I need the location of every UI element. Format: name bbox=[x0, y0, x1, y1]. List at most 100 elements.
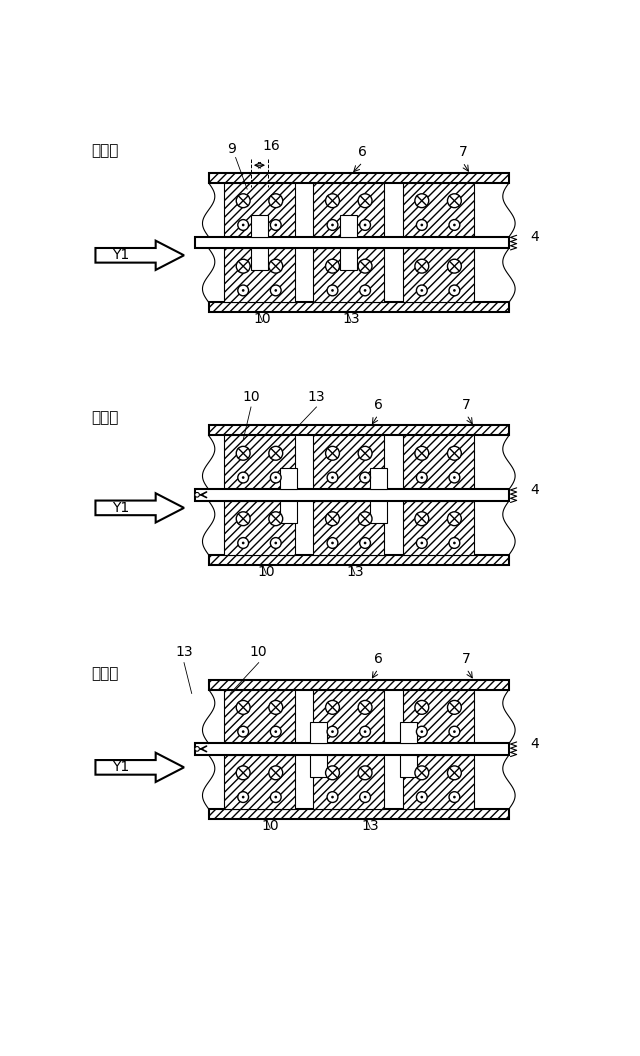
Circle shape bbox=[364, 224, 367, 226]
Bar bbox=[403, 755, 474, 809]
Bar bbox=[209, 554, 509, 565]
Circle shape bbox=[275, 224, 277, 226]
Circle shape bbox=[449, 285, 460, 296]
Circle shape bbox=[360, 220, 371, 230]
Text: 10: 10 bbox=[253, 313, 271, 326]
Circle shape bbox=[242, 796, 244, 798]
Circle shape bbox=[453, 731, 456, 733]
Bar bbox=[280, 468, 297, 489]
Circle shape bbox=[275, 796, 277, 798]
Text: 13: 13 bbox=[346, 565, 364, 579]
Circle shape bbox=[242, 289, 244, 291]
Circle shape bbox=[331, 224, 334, 226]
Circle shape bbox=[447, 766, 461, 779]
Text: 10: 10 bbox=[257, 565, 275, 579]
Text: （ア）: （ア） bbox=[91, 144, 118, 157]
Circle shape bbox=[420, 476, 423, 478]
Circle shape bbox=[449, 220, 460, 230]
Circle shape bbox=[270, 538, 281, 548]
Circle shape bbox=[360, 538, 371, 548]
Circle shape bbox=[364, 476, 367, 478]
Text: 9: 9 bbox=[227, 142, 236, 156]
Bar bbox=[209, 680, 509, 690]
Circle shape bbox=[453, 542, 456, 544]
Bar bbox=[224, 755, 295, 809]
Text: 4: 4 bbox=[531, 230, 540, 244]
Circle shape bbox=[269, 259, 283, 274]
Circle shape bbox=[236, 259, 250, 274]
Circle shape bbox=[270, 727, 281, 737]
Circle shape bbox=[364, 289, 367, 291]
Text: 13: 13 bbox=[342, 313, 360, 326]
Text: （イ）: （イ） bbox=[91, 412, 118, 426]
Polygon shape bbox=[95, 753, 184, 782]
Bar bbox=[403, 435, 474, 489]
Circle shape bbox=[358, 447, 372, 460]
Text: 6: 6 bbox=[374, 397, 383, 412]
Circle shape bbox=[331, 542, 334, 544]
Circle shape bbox=[270, 792, 281, 803]
Circle shape bbox=[358, 766, 372, 779]
Circle shape bbox=[238, 727, 248, 737]
Text: 10: 10 bbox=[250, 645, 268, 660]
Circle shape bbox=[238, 220, 248, 230]
Circle shape bbox=[415, 259, 429, 274]
Circle shape bbox=[270, 220, 281, 230]
Text: Y1: Y1 bbox=[112, 248, 129, 262]
Circle shape bbox=[364, 796, 367, 798]
Bar bbox=[224, 248, 295, 302]
Bar bbox=[314, 755, 384, 809]
Bar bbox=[224, 183, 295, 237]
Bar bbox=[403, 690, 474, 743]
Bar bbox=[314, 435, 384, 489]
Circle shape bbox=[270, 285, 281, 296]
Text: 6: 6 bbox=[358, 145, 367, 159]
Bar bbox=[399, 755, 417, 776]
Circle shape bbox=[242, 224, 244, 226]
Circle shape bbox=[449, 792, 460, 803]
Circle shape bbox=[449, 538, 460, 548]
Circle shape bbox=[326, 447, 339, 460]
Circle shape bbox=[236, 447, 250, 460]
Circle shape bbox=[417, 538, 428, 548]
Circle shape bbox=[417, 727, 428, 737]
Circle shape bbox=[360, 727, 371, 737]
Circle shape bbox=[453, 476, 456, 478]
Circle shape bbox=[269, 700, 283, 714]
Bar bbox=[369, 468, 387, 489]
Bar bbox=[340, 215, 357, 237]
Circle shape bbox=[417, 220, 428, 230]
Circle shape bbox=[327, 538, 338, 548]
Circle shape bbox=[236, 766, 250, 779]
Text: 4: 4 bbox=[531, 737, 540, 751]
Bar bbox=[209, 173, 509, 183]
Circle shape bbox=[417, 792, 428, 803]
Polygon shape bbox=[95, 493, 184, 523]
Circle shape bbox=[238, 285, 248, 296]
Circle shape bbox=[447, 194, 461, 208]
Circle shape bbox=[327, 472, 338, 483]
Bar bbox=[224, 690, 295, 743]
Bar bbox=[209, 302, 509, 313]
Circle shape bbox=[447, 259, 461, 274]
Circle shape bbox=[275, 731, 277, 733]
Circle shape bbox=[449, 727, 460, 737]
Circle shape bbox=[449, 472, 460, 483]
Bar bbox=[195, 489, 509, 501]
Circle shape bbox=[360, 472, 371, 483]
Circle shape bbox=[415, 512, 429, 526]
Circle shape bbox=[326, 766, 339, 779]
Circle shape bbox=[360, 792, 371, 803]
Circle shape bbox=[269, 512, 283, 526]
Text: 4: 4 bbox=[531, 483, 540, 497]
Circle shape bbox=[242, 731, 244, 733]
Circle shape bbox=[364, 542, 367, 544]
Text: 13: 13 bbox=[175, 645, 193, 660]
Circle shape bbox=[453, 289, 456, 291]
Circle shape bbox=[420, 224, 423, 226]
Text: 16: 16 bbox=[262, 139, 280, 153]
Circle shape bbox=[453, 224, 456, 226]
Circle shape bbox=[447, 447, 461, 460]
Circle shape bbox=[415, 447, 429, 460]
Circle shape bbox=[447, 700, 461, 714]
